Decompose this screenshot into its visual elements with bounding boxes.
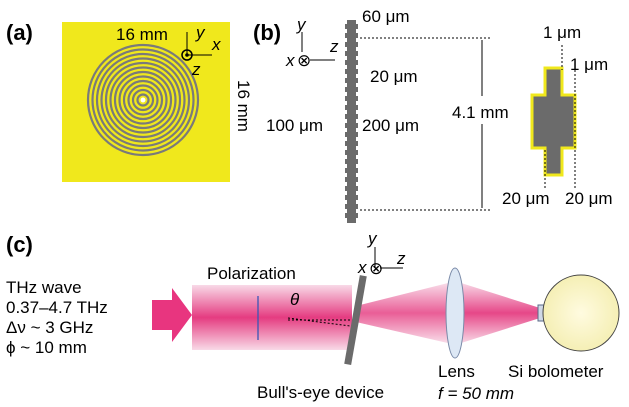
panel-label: (b) xyxy=(253,20,281,45)
collimated-beam xyxy=(192,285,352,350)
dimension-label: 20 μm xyxy=(565,189,613,208)
groove xyxy=(345,141,347,146)
axis-label: y xyxy=(296,15,307,34)
lens-label: Lens xyxy=(438,362,475,381)
dimension-label: 1 μm xyxy=(570,55,608,74)
groove xyxy=(345,123,347,128)
axis-label: x xyxy=(357,258,367,277)
focal-label: f = 50 mm xyxy=(438,384,514,403)
groove xyxy=(345,51,347,56)
bolometer xyxy=(543,275,619,351)
dimension-label: 1 μm xyxy=(543,23,581,42)
groove xyxy=(345,177,347,182)
panel-label: (a) xyxy=(6,20,33,45)
groove xyxy=(356,186,358,191)
panel-label: (c) xyxy=(6,232,33,257)
groove xyxy=(356,24,358,29)
groove xyxy=(345,168,347,173)
groove xyxy=(356,204,358,209)
source-text: THz wave0.37–4.7 THzΔν ~ 3 GHzϕ ~ 10 mm xyxy=(6,278,108,357)
dimension-label: 20 μm xyxy=(502,189,550,208)
figure: (a) 16 mm y x z 16 mm (b) 60 μm y x ⊗ z … xyxy=(0,0,629,407)
groove xyxy=(356,78,358,83)
groove xyxy=(356,159,358,164)
groove xyxy=(356,132,358,137)
groove xyxy=(345,132,347,137)
source-line: ϕ ~ 10 mm xyxy=(6,338,87,357)
groove xyxy=(356,213,358,218)
dimension-label: 200 μm xyxy=(362,116,419,135)
groove xyxy=(345,105,347,110)
groove xyxy=(345,114,347,119)
groove xyxy=(345,96,347,101)
groove xyxy=(345,150,347,155)
axis-cross: ⊗ xyxy=(369,259,383,278)
groove xyxy=(345,42,347,47)
groove xyxy=(356,195,358,200)
groove xyxy=(356,177,358,182)
dimension-label: 60 μm xyxy=(362,7,410,26)
width-label: 16 mm xyxy=(116,25,168,44)
polarization-label: Polarization xyxy=(207,264,296,283)
axis-label: z xyxy=(191,60,201,79)
groove xyxy=(356,51,358,56)
axis-label: y xyxy=(195,23,206,42)
groove xyxy=(356,96,358,101)
dimension-label: 20 μm xyxy=(370,67,418,86)
groove xyxy=(345,204,347,209)
groove xyxy=(356,123,358,128)
groove xyxy=(345,87,347,92)
source-line: THz wave xyxy=(6,278,82,297)
source-line: Δν ~ 3 GHz xyxy=(6,318,93,337)
groove xyxy=(345,213,347,218)
groove xyxy=(345,159,347,164)
source-line: 0.37–4.7 THz xyxy=(6,298,108,317)
groove xyxy=(345,78,347,83)
groove xyxy=(345,33,347,38)
zoomed-groove xyxy=(532,68,575,175)
aperture xyxy=(141,98,146,103)
groove xyxy=(356,87,358,92)
focused-beam xyxy=(458,282,540,344)
groove xyxy=(345,195,347,200)
lens xyxy=(446,268,464,358)
groove xyxy=(345,60,347,65)
dimension-label: 100 μm xyxy=(266,116,323,135)
groove xyxy=(356,114,358,119)
axis-label: x xyxy=(285,51,295,70)
groove xyxy=(356,141,358,146)
detector-label: Si bolometer xyxy=(508,362,604,381)
axis-label: y xyxy=(367,229,378,248)
device-label: Bull's-eye device xyxy=(257,383,384,402)
axis-label: z xyxy=(329,37,339,56)
groove xyxy=(356,168,358,173)
input-arrow xyxy=(152,288,192,342)
device-cross-section xyxy=(347,20,356,223)
axis-label: z xyxy=(396,249,406,268)
groove xyxy=(356,105,358,110)
groove xyxy=(345,69,347,74)
angle-label: θ xyxy=(290,290,300,309)
diverging-beam xyxy=(356,282,452,344)
axis-cross: ⊗ xyxy=(297,51,311,70)
groove xyxy=(356,60,358,65)
axis-label: x xyxy=(211,35,221,54)
groove xyxy=(356,69,358,74)
groove xyxy=(356,150,358,155)
groove xyxy=(356,33,358,38)
height-label: 16 mm xyxy=(234,80,253,132)
groove xyxy=(345,24,347,29)
groove xyxy=(345,186,347,191)
dimension-label: 4.1 mm xyxy=(452,103,509,122)
groove xyxy=(356,42,358,47)
